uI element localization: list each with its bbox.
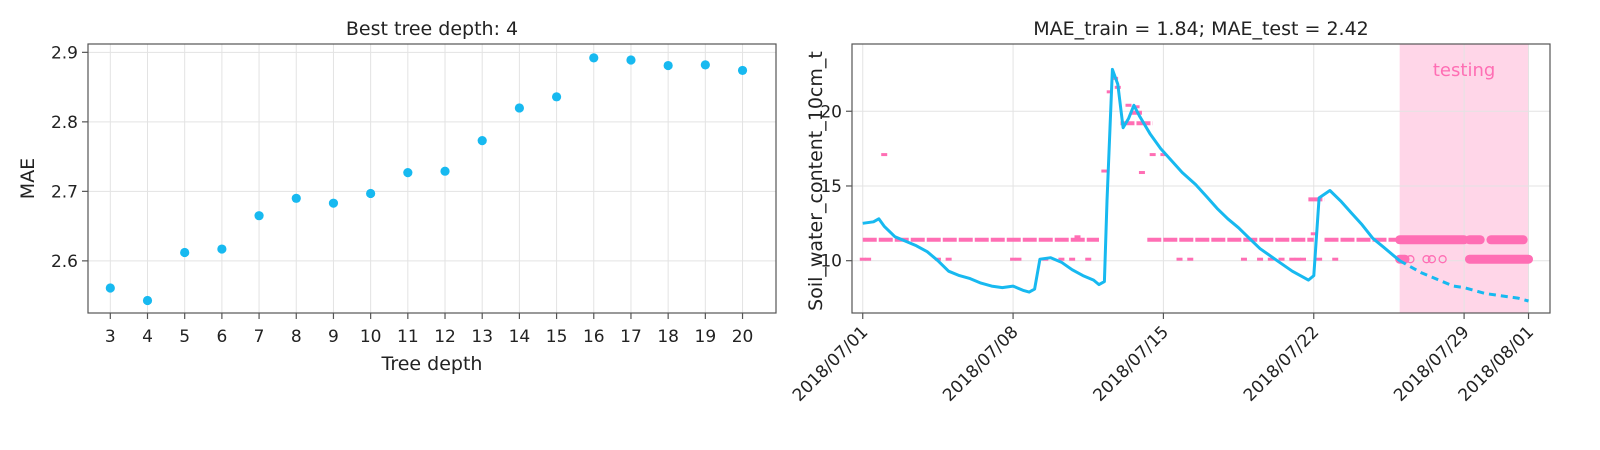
left-y-tick-label: 2.6 — [51, 252, 78, 272]
left-y-tick-label: 2.8 — [51, 113, 78, 133]
mae-point — [180, 247, 190, 258]
soil-water-panel: 2018/07/01 2018/07/08 2018/07/15 2018/07/22… — [789, 18, 1551, 406]
right-chart-title: MAE_train = 1.84; MAE_test = 2.42 — [1033, 18, 1369, 40]
right-x-ticks: 2018/07/01 2018/07/08 2018/07/15 2018/07/22… — [789, 313, 1538, 406]
right-x-tick-label: 2018/07/08 — [939, 322, 1022, 405]
right-x-tick-label: 2018/07/22 — [1240, 322, 1323, 405]
mae-point — [626, 55, 636, 65]
mae-vs-depth-panel: 3 4 5 6 7 8 9 10 11 12 13 14 15 16 17 18 19 20 2.62.72.82… — [17, 18, 777, 375]
left-gridlines — [88, 44, 776, 313]
right-y-axis-label: Soil_water_content_10cm_t — [805, 51, 827, 311]
left-x-tick-label: 4 — [142, 327, 153, 347]
mae-point — [328, 198, 339, 208]
left-x-tick-label: 12 — [434, 327, 456, 347]
mae-point — [514, 103, 524, 113]
mae-point — [551, 92, 562, 102]
mae-point — [440, 166, 450, 176]
left-x-tick-label: 17 — [620, 327, 642, 347]
predicted-testing-point — [1427, 255, 1437, 264]
left-x-ticks: 3 4 5 6 7 8 9 10 11 12 13 14 15 16 17 18 19 20 — [105, 313, 753, 347]
left-x-axis-label: Tree depth — [381, 353, 483, 375]
left-y-tick-label: 2.9 — [51, 43, 78, 63]
mae-point — [105, 283, 115, 293]
mae-point — [254, 211, 264, 221]
left-x-tick-label: 10 — [360, 327, 382, 347]
mae-point — [589, 53, 599, 63]
mae-point — [663, 60, 673, 71]
testing-annotation: testing — [1433, 60, 1495, 81]
predicted-testing-point — [1422, 255, 1431, 264]
left-x-tick-label: 5 — [179, 327, 190, 347]
left-x-tick-label: 16 — [583, 327, 605, 347]
mae-point — [217, 244, 227, 254]
left-plot-frame — [87, 43, 777, 314]
right-y-tick-label: 15 — [820, 177, 842, 197]
left-y-ticks: 2.6 2.7 2.8 2.9 — [51, 43, 88, 272]
left-scatter-points — [105, 53, 748, 306]
right-y-tick-label: 20 — [820, 102, 842, 122]
left-x-tick-label: 11 — [397, 327, 419, 347]
left-x-tick-label: 19 — [695, 327, 717, 347]
left-x-tick-label: 13 — [471, 327, 493, 347]
predicted-testing-point — [1438, 255, 1447, 264]
left-chart-title: Best tree depth: 4 — [346, 18, 518, 40]
mae-point — [291, 193, 301, 203]
right-x-tick-label: 2018/07/01 — [789, 322, 872, 405]
observed-series-testing — [1398, 259, 1529, 303]
left-x-tick-label: 14 — [509, 327, 531, 347]
right-plot-frame — [851, 43, 1551, 314]
observed-series-training — [862, 67, 1401, 294]
left-x-tick-label: 8 — [291, 327, 302, 347]
left-y-tick-label: 2.7 — [51, 182, 78, 202]
left-x-tick-label: 3 — [105, 327, 116, 347]
mae-point — [477, 136, 487, 146]
mae-point — [142, 295, 153, 306]
mae-point — [737, 65, 748, 76]
mae-point — [366, 188, 376, 199]
predicted-testing-point — [1406, 255, 1415, 264]
left-y-axis-label: MAE — [17, 158, 39, 199]
right-gridlines — [852, 44, 1550, 313]
mae-point — [700, 60, 710, 70]
left-x-tick-label: 7 — [254, 327, 265, 347]
right-y-tick-label: 10 — [820, 252, 842, 272]
left-x-tick-label: 6 — [216, 327, 227, 347]
right-x-tick-label: 2018/07/15 — [1090, 322, 1173, 405]
right-y-ticks: 10 15 20 — [820, 102, 852, 272]
left-x-tick-label: 20 — [732, 327, 754, 347]
left-x-tick-label: 15 — [546, 327, 568, 347]
mae-point — [403, 167, 413, 178]
left-x-tick-label: 9 — [328, 327, 339, 347]
left-x-tick-label: 18 — [657, 327, 679, 347]
